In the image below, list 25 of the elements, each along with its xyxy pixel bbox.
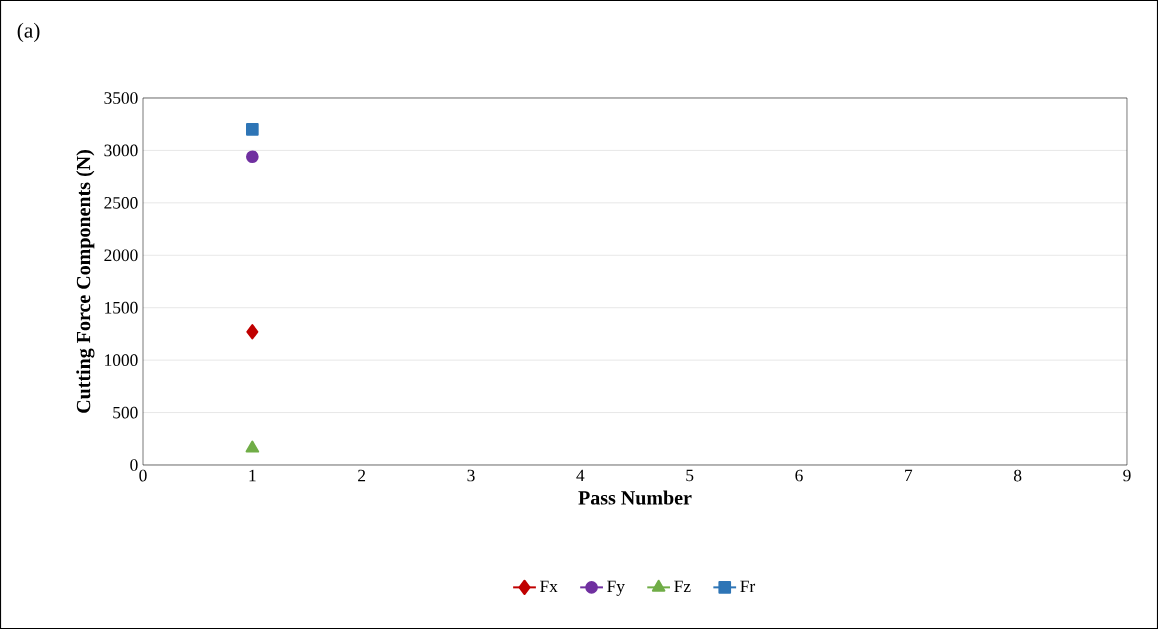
y-tick-label: 2500 (104, 197, 138, 209)
text: (a) (17, 22, 40, 43)
legend-label: Fx (540, 580, 558, 593)
x-tick-label: 1 (249, 469, 256, 482)
x-tick-label: 4 (576, 469, 585, 482)
x-tick-label: 8 (1013, 469, 1022, 482)
y-tick-label: 2000 (104, 249, 138, 262)
x-tick-label: 0 (139, 469, 147, 482)
y-tick-label: 3500 (104, 92, 138, 104)
x-tick-label: 2 (358, 469, 366, 482)
y-tick-label: 1500 (105, 301, 138, 314)
legend-label: Fr (740, 580, 756, 593)
y-tick-label: 1000 (105, 354, 138, 366)
x-axis-title: Pass Number (578, 490, 692, 505)
y-axis-title: Cutting Force Components (N) (76, 150, 95, 413)
legend-label: Fz (674, 580, 691, 593)
x-tick-label: 5 (686, 469, 694, 482)
y-tick-label: 0 (130, 459, 138, 471)
x-tick-label: 3 (467, 469, 475, 482)
y-tick-label: 500 (113, 406, 138, 419)
x-tick-label: 9 (1123, 469, 1131, 482)
y-tick-label: 3000 (104, 144, 138, 157)
x-tick-label: 6 (795, 469, 803, 482)
legend-label: Fy (607, 580, 625, 596)
x-tick-label: 7 (905, 469, 913, 482)
